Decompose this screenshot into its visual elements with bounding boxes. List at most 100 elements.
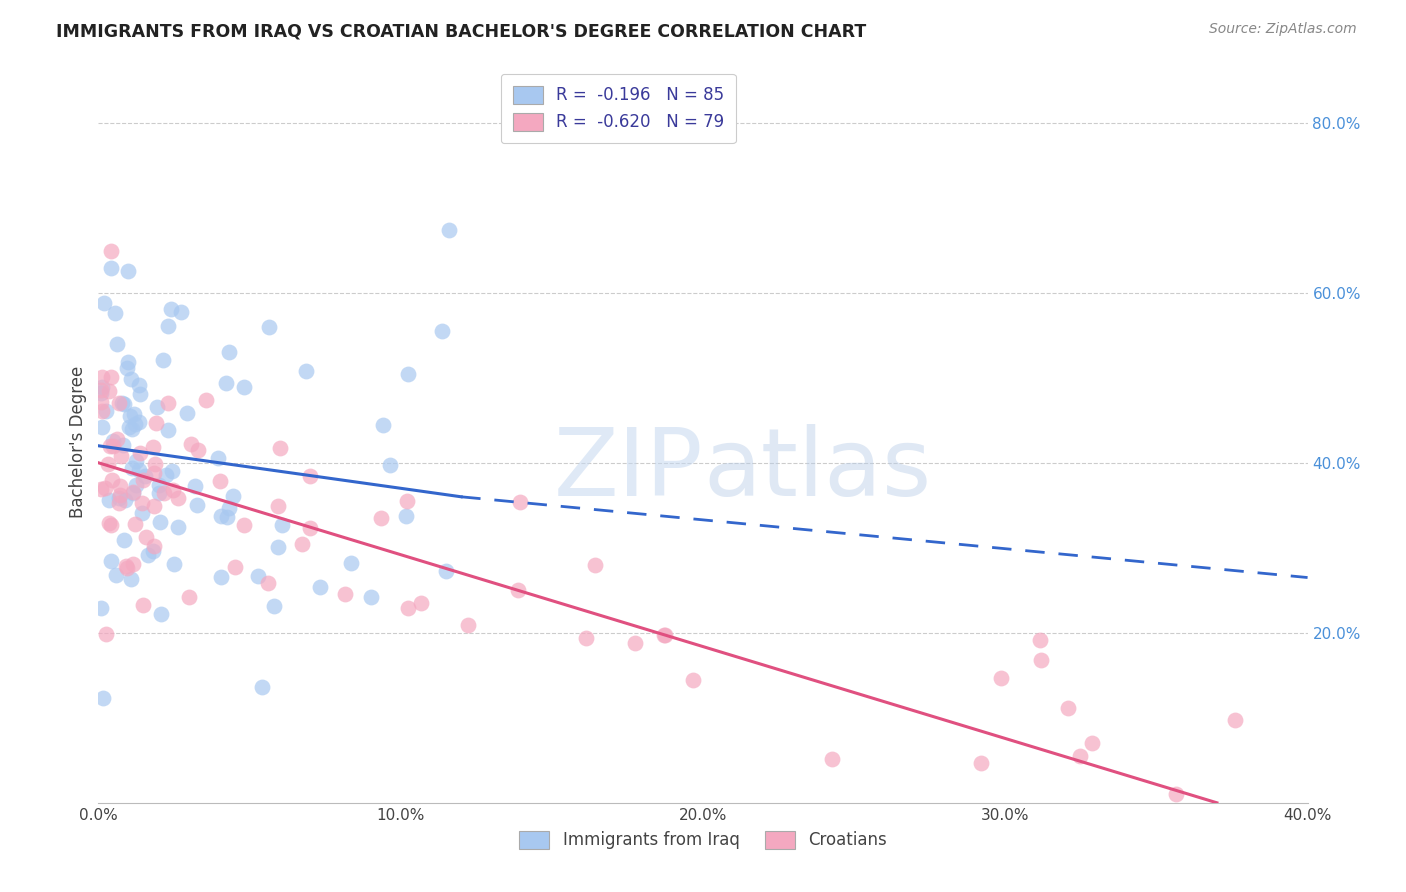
Point — [506, 583, 529, 598]
Point — [340, 556, 363, 570]
Text: ZIP: ZIP — [554, 425, 703, 516]
Point — [138, 548, 160, 562]
Point — [128, 463, 150, 477]
Point — [624, 635, 647, 649]
Point — [110, 488, 132, 502]
Point — [308, 580, 330, 594]
Point — [295, 364, 318, 378]
Point — [218, 345, 240, 359]
Point — [162, 483, 184, 498]
Point — [98, 439, 121, 453]
Point — [117, 361, 139, 376]
Point — [209, 509, 232, 524]
Point — [120, 371, 142, 385]
Point — [371, 417, 394, 432]
Point — [437, 223, 460, 237]
Point — [96, 404, 118, 418]
Point — [1029, 652, 1052, 666]
Point — [111, 396, 134, 410]
Point — [121, 422, 143, 436]
Point — [575, 631, 598, 645]
Point — [131, 506, 153, 520]
Point — [105, 568, 128, 582]
Point — [370, 511, 392, 525]
Point — [143, 539, 166, 553]
Point — [135, 531, 157, 545]
Point — [509, 495, 531, 509]
Point — [291, 537, 314, 551]
Point — [152, 353, 174, 368]
Point — [117, 355, 139, 369]
Point — [335, 587, 357, 601]
Point — [105, 336, 128, 351]
Point — [267, 500, 290, 514]
Point — [90, 600, 112, 615]
Point — [271, 518, 294, 533]
Point — [128, 378, 150, 392]
Point — [195, 393, 218, 408]
Point — [184, 479, 207, 493]
Point — [176, 406, 198, 420]
Point — [263, 599, 285, 614]
Point — [114, 492, 136, 507]
Point — [125, 478, 148, 492]
Point — [110, 479, 132, 493]
Point — [122, 407, 145, 421]
Point — [654, 627, 676, 641]
Point — [115, 560, 138, 574]
Point — [117, 263, 139, 277]
Point — [112, 438, 135, 452]
Point — [148, 478, 170, 492]
Point — [360, 590, 382, 604]
Point — [120, 572, 142, 586]
Point — [299, 469, 322, 483]
Point — [96, 627, 118, 641]
Point — [259, 320, 281, 334]
Point — [157, 396, 180, 410]
Point — [250, 681, 273, 695]
Point — [380, 458, 402, 472]
Text: atlas: atlas — [703, 425, 931, 516]
Point — [217, 510, 239, 524]
Point — [160, 302, 183, 317]
Point — [186, 498, 208, 512]
Point — [1056, 701, 1078, 715]
Point — [148, 486, 170, 500]
Point — [145, 400, 167, 414]
Point — [167, 520, 190, 534]
Point — [180, 436, 202, 450]
Point — [395, 509, 418, 524]
Point — [125, 454, 148, 468]
Point — [91, 369, 114, 384]
Point — [121, 486, 143, 500]
Point — [269, 441, 291, 455]
Point — [112, 533, 135, 548]
Point — [430, 324, 453, 338]
Point — [409, 596, 432, 610]
Point — [122, 485, 145, 500]
Point — [167, 491, 190, 506]
Point — [970, 756, 993, 770]
Point — [91, 691, 114, 706]
Point — [187, 443, 209, 458]
Point — [100, 518, 122, 533]
Point — [267, 540, 290, 554]
Point — [97, 516, 120, 531]
Point — [1081, 736, 1104, 750]
Point — [246, 569, 269, 583]
Point — [142, 544, 165, 558]
Point — [110, 449, 132, 463]
Point — [91, 420, 114, 434]
Point — [101, 474, 124, 488]
Text: Source: ZipAtlas.com: Source: ZipAtlas.com — [1209, 22, 1357, 37]
Point — [100, 244, 122, 259]
Point — [396, 601, 419, 615]
Point — [93, 481, 115, 495]
Point — [990, 672, 1012, 686]
Point — [90, 386, 112, 401]
Point — [118, 409, 141, 424]
Point — [177, 590, 200, 604]
Point — [129, 386, 152, 401]
Point — [90, 394, 112, 409]
Point — [150, 607, 173, 621]
